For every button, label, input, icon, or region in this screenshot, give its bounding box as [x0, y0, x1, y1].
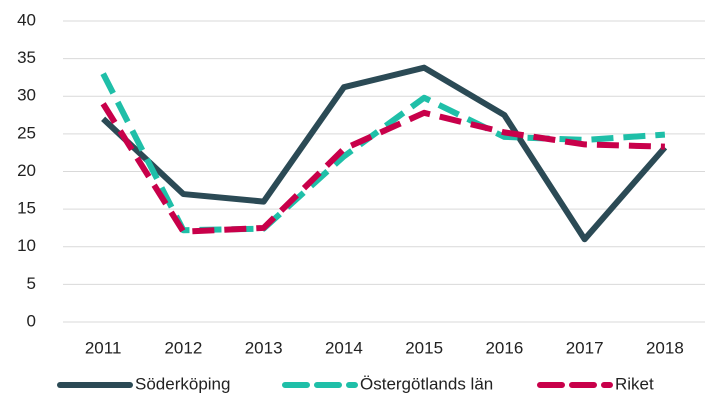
- series-line: [100, 102, 665, 235]
- y-tick-label: 15: [17, 199, 36, 218]
- y-tick-label: 20: [17, 161, 36, 180]
- x-tick-label: 2011: [85, 338, 122, 357]
- y-tick-label: 25: [17, 123, 36, 142]
- y-tick-label: 5: [27, 274, 36, 293]
- series-line: [101, 64, 668, 243]
- y-tick-label: 40: [17, 10, 36, 29]
- y-tick-label: 10: [17, 236, 36, 255]
- x-tick-label: 2014: [325, 338, 363, 357]
- x-tick-label: 2018: [646, 338, 684, 357]
- y-tick-label: 30: [17, 86, 36, 105]
- legend-label: Östergötlands län: [360, 374, 493, 393]
- legend-label: Riket: [615, 374, 654, 393]
- x-tick-label: 2017: [566, 338, 604, 357]
- x-tick-label: 2012: [164, 338, 202, 357]
- x-tick-label: 2016: [485, 338, 523, 357]
- series-line: [100, 72, 666, 234]
- y-tick-label: 35: [17, 48, 36, 67]
- legend-label: Söderköping: [135, 374, 230, 393]
- y-tick-label: 0: [27, 311, 36, 330]
- x-tick-label: 2015: [405, 338, 443, 357]
- x-tick-label: 2013: [245, 338, 283, 357]
